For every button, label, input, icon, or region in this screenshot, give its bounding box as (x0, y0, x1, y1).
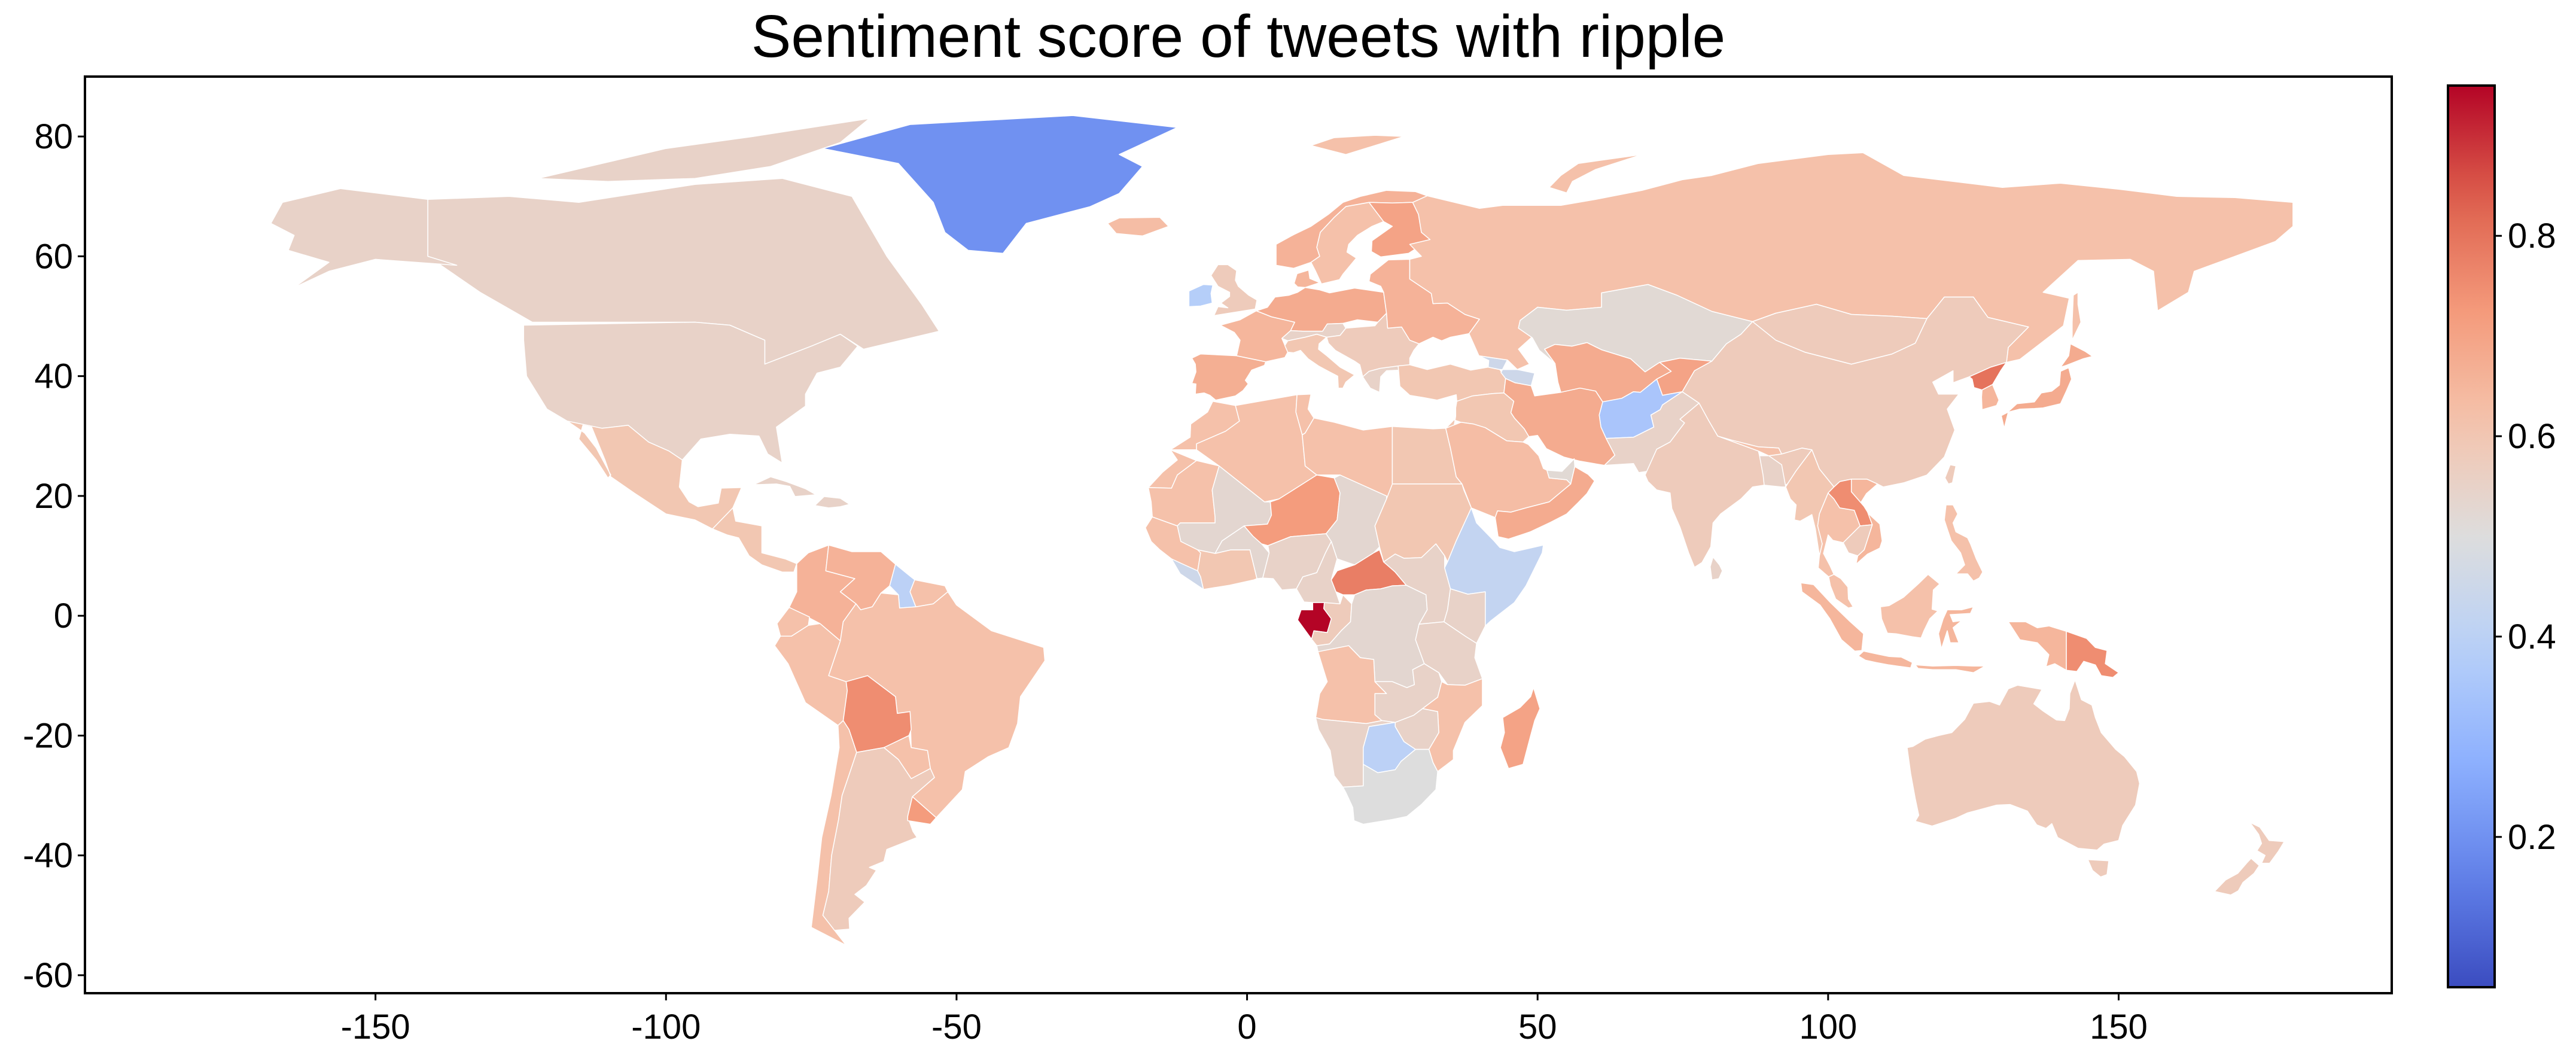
country-cote-d-ivoire-ghana (1197, 549, 1257, 590)
country-sweden (1310, 202, 1384, 285)
country-uruguay (907, 796, 937, 825)
y-tick-label: 20 (34, 477, 73, 516)
colorbar-ticks: 0.2 0.4 0.6 0.8 (2495, 217, 2556, 857)
country-madagascar (1500, 687, 1540, 769)
country-sakhalin (2072, 291, 2082, 341)
country-malaysia-peninsula (1828, 574, 1854, 608)
country-greece (1362, 365, 1400, 393)
x-tick-label: 0 (1237, 1008, 1256, 1046)
country-sumatra (1800, 582, 1864, 652)
country-cambodia (1843, 524, 1873, 556)
y-tick-label: 0 (54, 597, 73, 635)
x-tick-label: -100 (631, 1008, 701, 1046)
country-argentina (822, 747, 935, 931)
country-novaya-zemlya (1548, 154, 1643, 194)
country-hispaniola (814, 496, 850, 509)
colorbar-tick-label: 0.4 (2508, 617, 2556, 656)
y-tick-label: 40 (34, 357, 73, 396)
x-tick-label: -150 (341, 1008, 410, 1046)
country-mauritania (1147, 460, 1220, 527)
country-ireland (1188, 284, 1214, 308)
country-layer (270, 115, 2294, 946)
country-central-america (712, 507, 797, 573)
country-lesser-sunda (1914, 664, 1986, 674)
country-ethiopia-somalia (1444, 507, 1544, 626)
country-yemen-oman (1494, 466, 1595, 540)
country-italy (1284, 333, 1356, 389)
country-new-zealand-south (2214, 857, 2260, 896)
country-bangladesh (1759, 455, 1786, 488)
country-south-korea (1981, 384, 2000, 410)
country-alaska (270, 188, 458, 288)
map-axes-frame (84, 75, 2393, 994)
country-new-zealand-north (2249, 821, 2285, 864)
country-cameroon (1296, 541, 1341, 604)
country-sulawesi (1938, 606, 1974, 649)
country-south-africa (1342, 748, 1438, 825)
country-canada-arctic-islands (537, 118, 870, 182)
country-taiwan (1944, 464, 1957, 485)
country-philippines (1944, 504, 1983, 582)
country-iceland (1107, 217, 1170, 237)
y-tick-label: -60 (23, 956, 73, 995)
colorbar-frame (2447, 84, 2496, 988)
country-japan (2000, 367, 2072, 429)
country-balkans (1326, 312, 1420, 393)
country-mexico (567, 421, 742, 530)
colorbar-tick-label: 0.6 (2508, 417, 2556, 456)
country-tasmania (2087, 859, 2109, 878)
country-denmark (1293, 269, 1320, 288)
country-caucasus (1478, 355, 1536, 387)
colorbar (2448, 86, 2495, 987)
country-borneo (1880, 574, 1941, 638)
country-uk (1210, 264, 1257, 317)
country-vietnam (1850, 479, 1883, 565)
country-iberia (1191, 353, 1266, 401)
x-tick-label: 50 (1518, 1008, 1557, 1046)
y-tick-label: -20 (23, 716, 73, 755)
country-cuba (753, 476, 817, 497)
country-mongolia (1752, 303, 1928, 365)
colorbar-tick-label: 0.8 (2508, 217, 2556, 255)
x-tick-label: -50 (931, 1008, 982, 1046)
y-axis-ticks: -60 -40 -20 0 20 40 60 80 (23, 117, 85, 995)
country-java (1858, 650, 1913, 669)
x-axis-ticks: -150 -100 -50 0 50 100 150 (341, 993, 2148, 1046)
country-greenland (822, 115, 1178, 254)
country-new-guinea-west- (2008, 621, 2067, 671)
x-tick-label: 100 (1799, 1008, 1857, 1046)
country-svalbard (1310, 135, 1405, 155)
country-hokkaido (2060, 343, 2093, 368)
map-title: Sentiment score of tweets with ripple (751, 3, 1726, 70)
country-russia (1409, 152, 2294, 370)
y-tick-label: -40 (23, 836, 73, 875)
country-papua-new-guinea (2066, 631, 2120, 678)
x-tick-label: 150 (2090, 1008, 2148, 1046)
country-sri-lanka (1709, 556, 1723, 580)
y-tick-label: 60 (34, 237, 73, 276)
colorbar-tick-label: 0.2 (2508, 818, 2556, 857)
y-tick-label: 80 (34, 117, 73, 156)
country-australia (1907, 679, 2140, 851)
